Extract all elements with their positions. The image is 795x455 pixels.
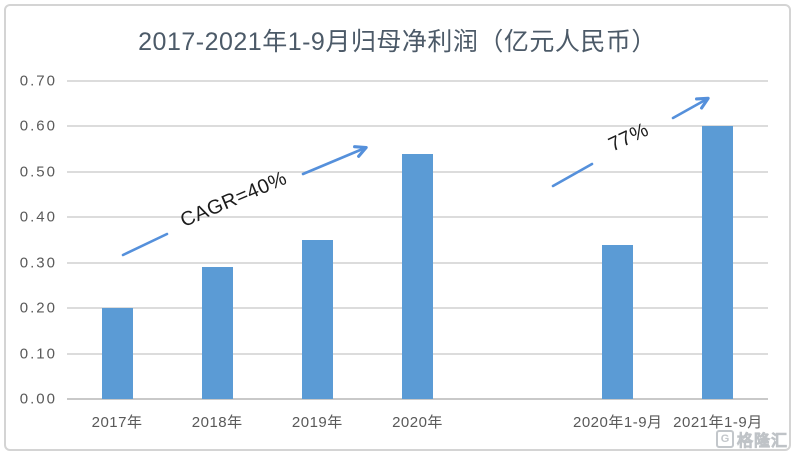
trend-arrow-icon — [671, 96, 710, 120]
x-axis-tick-label: 2018年 — [191, 414, 243, 431]
bar-2019年 — [301, 240, 333, 399]
bar-2020年 — [402, 153, 433, 399]
annotation-text: CAGR=40% — [177, 167, 291, 232]
y-axis-tick-label: 0.70 — [19, 72, 57, 90]
gridline — [67, 398, 768, 400]
trend-arrow-icon — [121, 232, 169, 257]
gelonghui-logo-icon: G — [715, 430, 734, 448]
y-axis-tick-label: 0.20 — [19, 299, 57, 317]
x-axis-tick-label: 2020年1-9月 — [573, 414, 663, 431]
y-axis-tick-label: 0.40 — [19, 208, 57, 226]
y-axis-tick-label: 0.00 — [19, 390, 57, 408]
x-axis-tick-label: 2019年 — [291, 414, 343, 431]
gridline — [67, 80, 768, 82]
bar-2018年 — [201, 267, 233, 399]
bar-2021年1-9月 — [702, 126, 734, 399]
trend-arrow-icon — [551, 162, 594, 188]
y-axis-tick-label: 0.60 — [19, 117, 57, 135]
x-axis-tick-label: 2020年 — [392, 414, 443, 431]
x-axis-tick-label: 2017年 — [91, 414, 143, 431]
y-axis-tick-label: 0.50 — [19, 163, 57, 181]
x-axis-tick-label: 2021年1-9月 — [673, 414, 763, 431]
y-axis-tick-label: 0.10 — [19, 345, 57, 363]
y-axis-tick-label: 0.30 — [19, 254, 57, 272]
bar-2020年1-9月 — [602, 244, 634, 399]
chart-title: 2017-2021年1-9月归母净利润（亿元人民币） — [138, 28, 657, 56]
gridline — [67, 125, 768, 128]
watermark: G 格隆汇 — [715, 427, 788, 451]
watermark-text: 格隆汇 — [736, 433, 788, 451]
bar-2017年 — [101, 308, 133, 399]
